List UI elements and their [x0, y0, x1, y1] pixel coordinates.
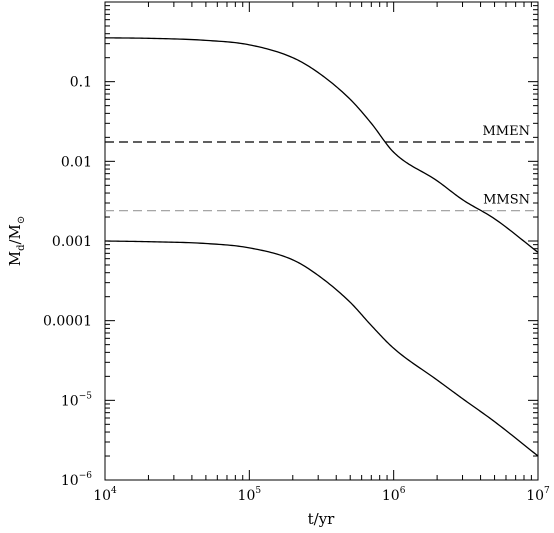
- y-axis-ticks: 0.1 0.01 0.001 0.0001 10−5 10−6: [43, 5, 538, 489]
- x-tick-label: 107: [526, 486, 550, 504]
- reference-lines: MMEN MMSN: [105, 124, 538, 212]
- y-tick-label: 10−6: [61, 471, 92, 489]
- y-tick-label: 10−5: [61, 391, 92, 409]
- plot-frame: [104, 1, 539, 481]
- y-tick-label: 0.01: [61, 154, 92, 170]
- x-tick-label: 105: [238, 486, 262, 504]
- y-tick-label: 0.0001: [43, 314, 92, 330]
- y-axis-label: Md/M⊙: [6, 216, 27, 267]
- x-tick-label: 106: [382, 486, 406, 504]
- series-group: [104, 37, 539, 457]
- y-tick-label: 0.001: [52, 234, 92, 250]
- reference-label-mmsn: MMSN: [483, 193, 530, 208]
- y-tick-label: 0.1: [70, 75, 92, 91]
- x-axis-ticks: 104 105 106 107: [93, 2, 550, 504]
- x-axis-label: t/yr: [308, 510, 336, 528]
- series-line-1: [104, 37, 539, 253]
- reference-label-mmen: MMEN: [483, 124, 531, 139]
- x-tick-label: 104: [93, 486, 117, 504]
- series-line-2: [104, 240, 539, 457]
